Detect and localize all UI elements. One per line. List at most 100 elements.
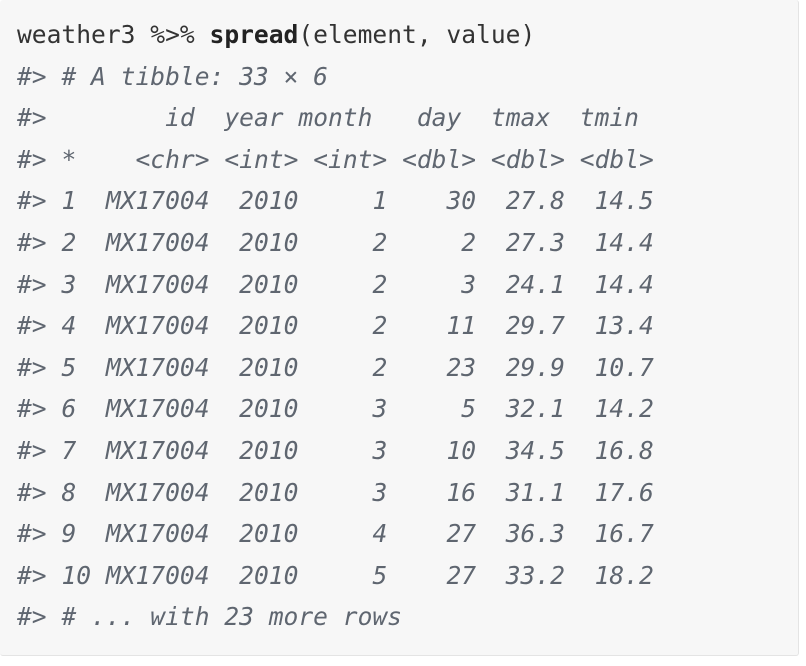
cell-year: 2010 xyxy=(239,186,299,216)
types-line: #> * <chr> <int> <int> <dbl> <dbl> <dbl> xyxy=(17,139,654,181)
row-number: 1 xyxy=(61,186,77,216)
row-number: 3 xyxy=(61,269,77,299)
table-rows: #> 1 MX17004 2010 1 30 27.8 14.5 #> 2 MX1… xyxy=(17,180,654,596)
output-prefix: #> xyxy=(17,269,47,299)
cell-tmin: 14.5 xyxy=(594,186,654,216)
cell-year: 2010 xyxy=(239,227,299,257)
row-number: 5 xyxy=(61,352,77,382)
column-type-day: <dbl> xyxy=(402,144,477,174)
cell-id: MX17004 xyxy=(105,311,210,341)
output-prefix: #> xyxy=(17,602,47,632)
cell-day: 3 xyxy=(461,269,477,299)
column-type-tmax: <dbl> xyxy=(490,144,565,174)
cell-month: 5 xyxy=(372,560,388,590)
cell-id: MX17004 xyxy=(105,560,210,590)
table-row: #> 3 MX17004 2010 2 3 24.1 14.4 xyxy=(17,264,654,306)
table-row: #> 7 MX17004 2010 3 10 34.5 16.8 xyxy=(17,430,654,472)
cell-day: 5 xyxy=(461,394,477,424)
cell-month: 3 xyxy=(372,477,388,507)
column-type-month: <int> xyxy=(313,144,388,174)
cell-day: 2 xyxy=(461,227,477,257)
column-header-year: year xyxy=(224,103,284,133)
table-row: #> 6 MX17004 2010 3 5 32.1 14.2 xyxy=(17,388,654,430)
cell-day: 30 xyxy=(446,186,477,216)
cell-tmax: 32.1 xyxy=(505,394,565,424)
output-prefix: #> xyxy=(17,103,47,133)
cell-year: 2010 xyxy=(239,519,299,549)
output-prefix: #> xyxy=(17,61,47,91)
cell-year: 2010 xyxy=(239,352,299,382)
cell-year: 2010 xyxy=(239,311,299,341)
cell-id: MX17004 xyxy=(105,186,210,216)
header-line: #> id year month day tmax tmin xyxy=(17,97,654,139)
cell-month: 4 xyxy=(372,519,388,549)
cell-id: MX17004 xyxy=(105,394,210,424)
cell-tmin: 10.7 xyxy=(594,352,654,382)
cell-tmax: 27.8 xyxy=(505,186,565,216)
cell-id: MX17004 xyxy=(105,435,210,465)
tibble-description: # A tibble: 33 × 6 xyxy=(61,61,328,91)
cell-day: 27 xyxy=(446,560,477,590)
cell-id: MX17004 xyxy=(105,477,210,507)
cell-tmin: 14.2 xyxy=(594,394,654,424)
code-block: weather3 %>% spread(element, value) #> # … xyxy=(0,0,799,656)
cell-tmax: 29.7 xyxy=(505,311,565,341)
more-rows-note: # ... with 23 more rows xyxy=(61,602,402,632)
output-prefix: #> xyxy=(17,311,47,341)
cell-id: MX17004 xyxy=(105,269,210,299)
cell-month: 1 xyxy=(372,186,388,216)
cell-tmin: 18.2 xyxy=(594,560,654,590)
cell-tmax: 29.9 xyxy=(505,352,565,382)
cell-month: 3 xyxy=(372,435,388,465)
tibble-description-line: #> # A tibble: 33 × 6 xyxy=(17,56,654,98)
command-object: weather3 xyxy=(17,20,136,49)
cell-day: 27 xyxy=(446,519,477,549)
cell-tmin: 14.4 xyxy=(594,269,654,299)
cell-day: 23 xyxy=(446,352,477,382)
cell-year: 2010 xyxy=(239,435,299,465)
table-row: #> 1 MX17004 2010 1 30 27.8 14.5 xyxy=(17,180,654,222)
row-number: 6 xyxy=(61,394,77,424)
cell-id: MX17004 xyxy=(105,519,210,549)
type-marker: * xyxy=(61,144,77,174)
cell-month: 3 xyxy=(372,394,388,424)
row-number: 8 xyxy=(61,477,77,507)
cell-day: 16 xyxy=(446,477,477,507)
cell-year: 2010 xyxy=(239,394,299,424)
code-output: weather3 %>% spread(element, value) #> # … xyxy=(17,14,654,638)
output-prefix: #> xyxy=(17,352,47,382)
column-type-tmin: <dbl> xyxy=(579,144,654,174)
cell-tmax: 33.2 xyxy=(505,560,565,590)
cell-tmax: 34.5 xyxy=(505,435,565,465)
output-prefix: #> xyxy=(17,560,47,590)
table-row: #> 2 MX17004 2010 2 2 27.3 14.4 xyxy=(17,222,654,264)
row-number: 7 xyxy=(61,435,77,465)
function-name: spread xyxy=(209,20,299,49)
output-prefix: #> xyxy=(17,519,47,549)
command-line: weather3 %>% spread(element, value) xyxy=(17,14,654,56)
column-type-year: <int> xyxy=(224,144,299,174)
cell-tmin: 13.4 xyxy=(594,311,654,341)
pipe-operator: %>% xyxy=(150,20,195,49)
cell-tmax: 24.1 xyxy=(505,269,565,299)
cell-tmin: 14.4 xyxy=(594,227,654,257)
cell-day: 11 xyxy=(446,311,477,341)
cell-month: 2 xyxy=(372,227,388,257)
function-args: (element, value) xyxy=(298,20,536,49)
table-row: #> 9 MX17004 2010 4 27 36.3 16.7 xyxy=(17,513,654,555)
output-prefix: #> xyxy=(17,435,47,465)
output-prefix: #> xyxy=(17,186,47,216)
cell-tmax: 27.3 xyxy=(505,227,565,257)
cell-year: 2010 xyxy=(239,560,299,590)
output-prefix: #> xyxy=(17,227,47,257)
table-row: #> 8 MX17004 2010 3 16 31.1 17.6 xyxy=(17,472,654,514)
row-number: 9 xyxy=(61,519,77,549)
cell-tmax: 31.1 xyxy=(505,477,565,507)
table-row: #> 10 MX17004 2010 5 27 33.2 18.2 xyxy=(17,555,654,597)
cell-day: 10 xyxy=(446,435,477,465)
column-header-month: month xyxy=(298,103,373,133)
column-header-id: id xyxy=(165,103,195,133)
column-header-tmax: tmax xyxy=(490,103,551,133)
column-header-day: day xyxy=(416,103,462,133)
cell-id: MX17004 xyxy=(105,352,210,382)
